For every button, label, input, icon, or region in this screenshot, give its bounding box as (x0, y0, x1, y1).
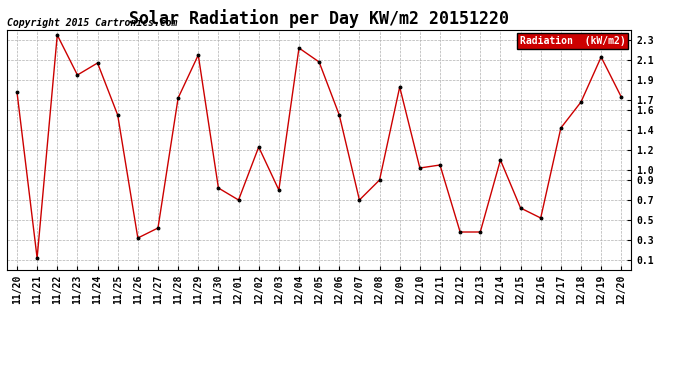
Title: Solar Radiation per Day KW/m2 20151220: Solar Radiation per Day KW/m2 20151220 (129, 9, 509, 28)
Text: Copyright 2015 Cartronics.com: Copyright 2015 Cartronics.com (7, 18, 177, 28)
